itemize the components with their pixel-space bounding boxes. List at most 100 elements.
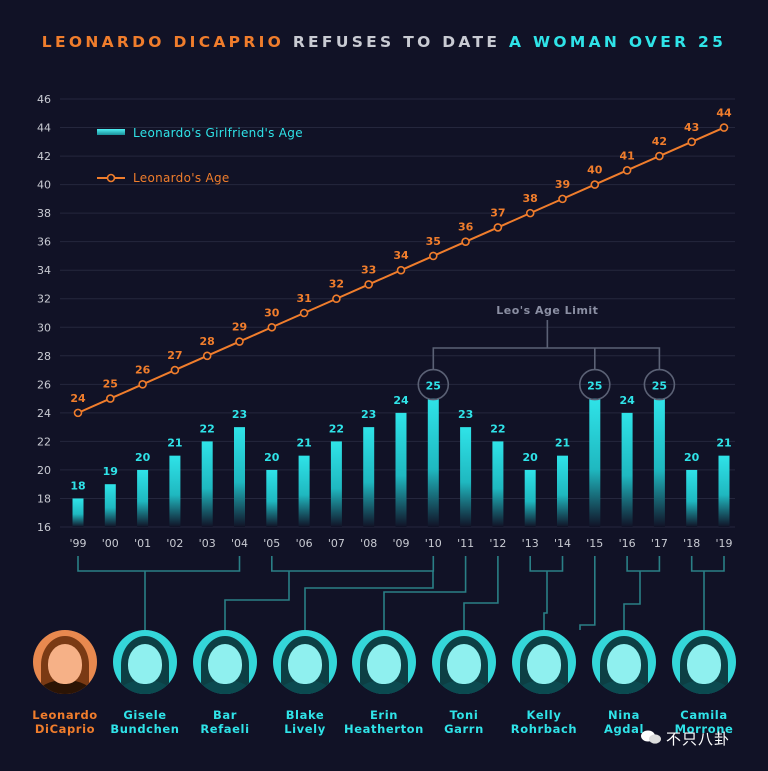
bar-value-label: 25 [426,380,441,393]
y-tick-label: 38 [37,207,51,220]
person-name: Blake Lively [284,708,326,736]
y-tick-label: 28 [37,350,51,363]
leo-age-label: 34 [393,249,409,262]
bar-value-label: 24 [393,394,409,407]
leo-age-point [525,208,535,218]
girlfriend-age-bar [686,469,698,527]
person-card: Gisele Bundchen [102,630,188,736]
leo-age-label: 37 [490,206,505,219]
leo-age-label: 27 [167,349,182,362]
y-tick-label: 16 [37,521,51,534]
x-tick-label: '14 [554,537,571,550]
leo-age-label: 30 [264,306,280,319]
connector-blake [304,571,434,630]
x-tick-label: '13 [522,537,539,550]
x-tick-label: '07 [328,537,345,550]
leo-age-point [396,265,406,275]
connector-15 [579,556,596,630]
person-card: Bar Refaeli [182,630,268,736]
bar-value-label: 22 [200,422,215,435]
year-range-bracket [77,556,241,572]
leo-age-point [590,180,600,189]
girlfriend-age-bar [298,455,310,527]
leo-age-label: 36 [458,221,474,234]
bar-value-label: 22 [329,422,344,435]
x-tick-label: '03 [199,537,216,550]
girlfriend-age-bar [266,469,278,527]
y-tick-label: 40 [37,179,51,192]
leo-age-label: 42 [652,135,667,148]
connector-lines [77,556,725,630]
bar-value-label: 25 [587,380,602,393]
x-tick-label: '04 [231,537,248,550]
bar-value-label: 23 [232,408,247,421]
x-tick-label: '01 [134,537,151,550]
person-card: Blake Lively [262,630,348,736]
girlfriend-age-bar [621,412,633,527]
person-name: Leonardo DiCaprio [32,708,98,736]
avatar [113,630,177,694]
girlfriend-age-bar [201,441,213,527]
bar-value-label: 21 [167,437,182,450]
girlfriend-age-bar [395,412,407,527]
y-tick-label: 44 [37,122,51,135]
y-tick-label: 46 [37,93,51,106]
x-tick-label: '16 [619,537,636,550]
leo-age-point [428,251,438,261]
leo-age-label: 40 [587,164,603,177]
leo-age-label: 44 [716,107,732,120]
girlfriend-age-bar [330,441,342,527]
leo-age-point [332,294,341,304]
x-tick-label: '05 [263,537,280,550]
bar-value-label: 20 [523,451,539,464]
legend-bar-swatch [97,129,125,135]
person-name: Kelly Rohrbach [510,708,578,736]
leo-age-point [138,380,147,389]
legend-label-girlfriend: Leonardo's Girlfriend's Age [133,126,303,140]
leo-age-label: 28 [200,335,215,348]
leo-age-point [267,322,277,332]
y-tick-label: 42 [37,150,51,163]
age-limit-annotation: Leo's Age Limit [417,304,676,401]
y-tick-label: 26 [37,378,51,391]
person-name: Bar Refaeli [200,708,250,736]
girlfriend-age-bar [492,441,504,527]
person-name: Erin Heatherton [344,708,424,736]
leo-age-label: 35 [426,235,441,248]
avatar [273,630,337,694]
person-name: Nina Agdal [603,708,645,736]
y-tick-label: 18 [37,492,51,505]
x-tick-label: '15 [586,537,603,550]
girlfriend-age-bar [557,455,568,527]
connector-toni [463,556,499,630]
chart-title: LEONARDO DICAPRIO REFUSES TO DATE A WOMA… [0,33,768,51]
y-tick-label: 32 [37,293,51,306]
leo-age-label: 24 [70,392,86,405]
girlfriend-age-bar [137,469,149,527]
bar-value-label: 21 [555,437,570,450]
leo-age-label: 31 [296,292,311,305]
girlfriend-age-bars: 18 19 20 21 22 23 20 21 22 23 24 25 23 22 20 21 25 24 25 20… [70,380,732,527]
girlfriend-age-bar [104,484,116,527]
bar-value-label: 24 [619,394,635,407]
x-tick-label: '02 [166,537,183,550]
person-card: Nina Agdal [581,630,667,736]
leo-age-line: 24 25 26 27 28 29 30 31 32 33 34 35 36 37 38 39 40 41 42 43… [70,107,732,418]
leo-age-point [719,123,729,132]
y-tick-label: 30 [37,321,51,334]
girlfriend-age-bar [653,398,665,527]
leo-age-label: 32 [329,278,344,291]
y-tick-label: 36 [37,236,51,249]
connector-nina [623,571,641,630]
bar-value-label: 18 [70,479,85,492]
avatar [592,630,656,694]
avatar [432,630,496,694]
bar-value-label: 20 [135,451,151,464]
leo-age-point [461,237,470,246]
leo-age-point [493,223,503,232]
avatar [352,630,416,694]
connector-kelly [543,571,548,630]
girlfriend-age-bar [234,427,245,527]
leo-age-label: 29 [232,321,247,334]
